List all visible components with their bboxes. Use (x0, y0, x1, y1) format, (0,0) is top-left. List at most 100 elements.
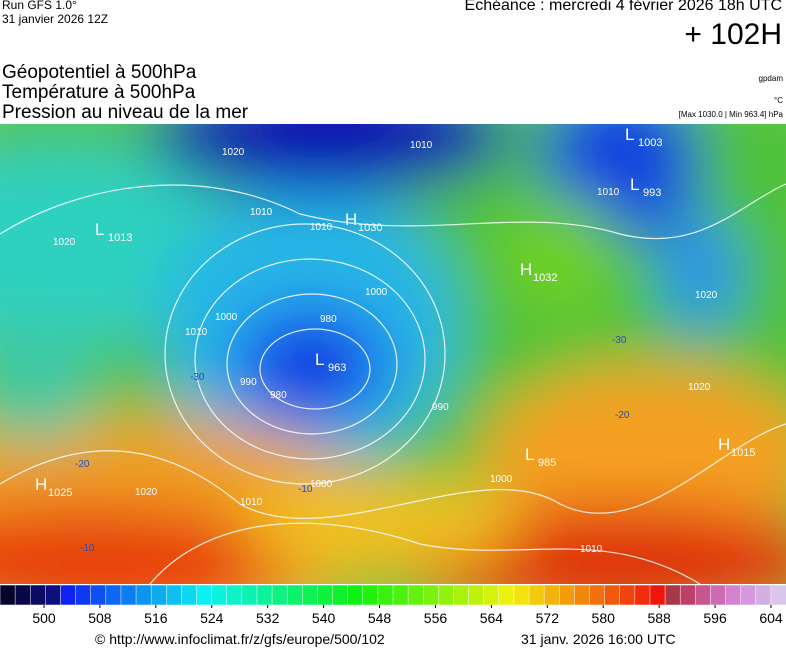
temperature-label: -20 (615, 410, 630, 421)
colorbar: 500 508 516 524 532 540 548 556 564 572 580 588 596 6… (0, 584, 786, 626)
temperature-label: -30 (190, 372, 205, 383)
pressure-center-kind: H (35, 475, 47, 494)
unit: [Max 1030.0 | Min 963.4] hPa (678, 110, 783, 119)
isobar-label: 990 (432, 402, 449, 413)
colorbar-swatch (286, 584, 304, 606)
isobar-label: 1000 (310, 479, 333, 490)
pressure-center-value: 1003 (638, 137, 662, 149)
isobars (0, 183, 786, 584)
colorbar-swatch (166, 584, 183, 606)
run-date: 31 janvier 2026 12Z (2, 12, 109, 26)
pressure-center-kind: L (315, 350, 324, 369)
colorbar-swatch (634, 584, 651, 606)
temperature-label: -10 (80, 543, 95, 554)
colorbar-tick-label: 596 (703, 610, 727, 626)
isobar-label: 980 (320, 314, 337, 325)
colorbar-swatch (679, 584, 697, 606)
colorbar-swatch (256, 584, 273, 606)
pressure-center-kind: L (95, 220, 104, 239)
isobar-label: 1010 (310, 222, 333, 233)
isobar-label: 1010 (580, 544, 603, 555)
pressure-center-kind: L (630, 175, 639, 194)
legend-line: Température à 500hPa (2, 82, 196, 103)
colorbar-swatch (740, 584, 757, 606)
isobar-label: 1010 (240, 497, 263, 508)
colorbar-swatch (543, 584, 561, 606)
isobar-label: 1010 (250, 207, 273, 218)
isobar-label: 1010 (185, 327, 208, 338)
pressure-center-value: 993 (643, 187, 661, 199)
legend-line: Pression au niveau de la mer (2, 102, 249, 123)
colorbar-tick-label: 604 (759, 610, 783, 626)
unit: °C (774, 96, 783, 105)
colorbar-swatch (695, 584, 712, 606)
isobar-label: 980 (270, 390, 287, 401)
colorbar-swatch (664, 584, 681, 606)
colorbar-swatch (29, 584, 47, 606)
pressure-center-kind: H (520, 260, 532, 279)
colorbar-tick-label: 516 (144, 610, 168, 626)
pressure-center-value: 1015 (731, 447, 755, 459)
run: Run GFS 1.0° (2, 0, 77, 12)
colorbar-swatch (438, 584, 455, 606)
pressure-center-value: 1030 (358, 222, 382, 234)
colorbar-swatch (498, 584, 515, 606)
colorbar-swatch (574, 584, 591, 606)
colorbar-swatch (150, 584, 168, 606)
colorbar-swatch (14, 584, 31, 606)
colorbar-swatch (392, 584, 409, 606)
colorbar-swatch (271, 584, 288, 606)
isobar-label: 1020 (688, 382, 711, 393)
colorbar-swatch (559, 584, 576, 606)
colorbar-swatch (725, 584, 742, 606)
colorbar-swatch (0, 584, 16, 606)
pressure-center-value: 1032 (533, 272, 557, 284)
colorbar-tick-label: 500 (32, 610, 56, 626)
isobar-label: 1000 (365, 287, 388, 298)
isobar-label: 1020 (135, 487, 158, 498)
temperature-label: -10 (298, 484, 313, 495)
colorbar-tick-label: 540 (312, 610, 336, 626)
colorbar-tick-label: 588 (647, 610, 671, 626)
colorbar-swatch (619, 584, 636, 606)
echeance: Echéance : mercredi 4 février 2026 18h U… (464, 0, 782, 14)
isobar-label: 1000 (215, 312, 238, 323)
colorbar-tick-label: 524 (200, 610, 224, 626)
colorbar-swatch (377, 584, 394, 606)
colorbar-swatch (604, 584, 621, 606)
isobar-label: 1020 (222, 147, 245, 158)
isobar-label: 1010 (597, 187, 620, 198)
colorbar-swatch (347, 584, 364, 606)
colorbar-swatch (483, 584, 500, 606)
lead-time: + 102H (684, 18, 782, 51)
pressure-center-value: 1025 (48, 487, 72, 499)
colorbar-swatch (453, 584, 470, 606)
colorbar-tick-label: 508 (88, 610, 112, 626)
pressure-center-kind: L (625, 125, 634, 144)
colorbar-tick-label: 564 (480, 610, 504, 626)
colorbar-swatch (528, 584, 545, 606)
colorbar-swatch (317, 584, 334, 606)
colorbar-tick-label: 580 (592, 610, 616, 626)
colorbar-swatch (422, 584, 440, 606)
colorbar-swatch (468, 584, 485, 606)
temperature-label: -20 (75, 459, 90, 470)
colorbar-swatch (75, 584, 92, 606)
isobar-label: 1000 (490, 474, 513, 485)
colorbar-tick-label: 556 (424, 610, 448, 626)
colorbar-swatch (755, 584, 772, 606)
colorbar-swatch (226, 584, 243, 606)
isobar-label: 990 (240, 377, 257, 388)
colorbar-swatch (60, 584, 77, 606)
colorbar-swatch (105, 584, 122, 606)
temperature-label: -30 (612, 335, 627, 346)
legend-line: Géopotentiel à 500hPa (2, 62, 197, 83)
colorbar-swatch (302, 584, 319, 606)
colorbar-swatch (90, 584, 107, 606)
colorbar-swatch (362, 584, 379, 606)
colorbar-swatch (120, 584, 137, 606)
isobar-label: 1020 (53, 237, 76, 248)
colorbar-swatch (241, 584, 258, 606)
